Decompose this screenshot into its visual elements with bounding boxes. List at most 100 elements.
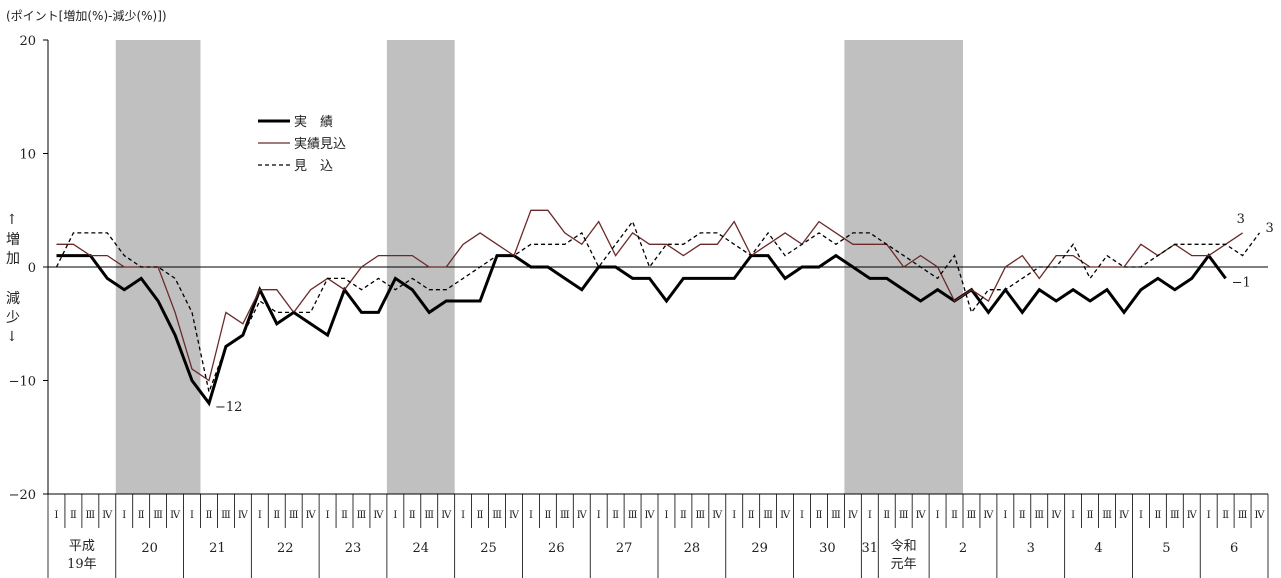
quarter-label: Ⅳ [238, 510, 249, 521]
quarter-label: Ⅱ [883, 510, 890, 521]
quarter-label: Ⅱ [816, 510, 823, 521]
year-label: 20 [141, 541, 158, 556]
quarter-label: Ⅲ [1238, 510, 1248, 521]
quarter-label: Ⅳ [509, 510, 520, 521]
quarter-label: Ⅲ [763, 510, 773, 521]
quarter-label: Ⅳ [441, 510, 452, 521]
quarter-label: Ⅲ [221, 510, 231, 521]
year-label: 31 [862, 541, 879, 556]
year-label: 28 [684, 541, 701, 556]
data-labels: −12 −1 3 3 [215, 212, 1274, 415]
quarter-label: Ⅱ [612, 510, 619, 521]
y-side-arrow-down: ↓ [6, 329, 18, 345]
year-label: 平成 [69, 539, 95, 554]
y-side-label-decrease-1: 減 [6, 290, 20, 307]
year-label: 5 [1162, 541, 1170, 556]
quarter-label: Ⅰ [1207, 510, 1211, 521]
quarter-label: Ⅰ [800, 510, 804, 521]
quarter-label: Ⅲ [628, 510, 638, 521]
y-tick-label--10: −10 [9, 375, 36, 390]
year-label: 30 [819, 541, 836, 556]
year-label: 19年 [67, 557, 97, 572]
quarter-label: Ⅳ [1255, 510, 1266, 521]
quarter-label: Ⅳ [916, 510, 927, 521]
quarter-label: Ⅳ [306, 510, 317, 521]
year-label: 2 [959, 541, 967, 556]
quarter-label: Ⅲ [1170, 510, 1180, 521]
quarter-label: Ⅰ [664, 510, 668, 521]
quarter-label: Ⅳ [1119, 510, 1130, 521]
year-label: 3 [1027, 541, 1035, 556]
data-label-3: 3 [1237, 212, 1245, 227]
quarter-label: Ⅰ [326, 510, 330, 521]
quarter-label: Ⅲ [1102, 510, 1112, 521]
year-label: 元年 [891, 557, 917, 572]
quarter-label: Ⅱ [1222, 510, 1229, 521]
y-tick-label--20: −20 [9, 488, 36, 503]
quarter-label: Ⅰ [732, 510, 736, 521]
quarter-label: Ⅳ [848, 510, 859, 521]
quarter-label: Ⅰ [122, 510, 126, 521]
quarter-label: Ⅱ [477, 510, 484, 521]
quarter-label: Ⅱ [1019, 510, 1026, 521]
year-label: 21 [209, 541, 226, 556]
year-label: 23 [345, 541, 362, 556]
y-axis: 20 10 0 −10 −20 [9, 34, 1268, 503]
quarter-label: Ⅳ [983, 510, 994, 521]
data-label-2: −1 [1232, 275, 1251, 290]
year-label: 4 [1094, 541, 1102, 556]
quarter-label: Ⅲ [492, 510, 502, 521]
year-label: 24 [413, 541, 430, 556]
year-label: 6 [1230, 541, 1238, 556]
year-label: 22 [277, 541, 294, 556]
quarter-label: Ⅲ [899, 510, 909, 521]
y-axis-unit-label: (ポイント[増加(%)-減少(%)]) [6, 8, 167, 23]
series-line-1 [56, 253, 1227, 407]
quarter-label: Ⅰ [190, 510, 194, 521]
y-side-label-decrease-2: 少 [6, 310, 20, 326]
quarter-label: Ⅳ [102, 510, 113, 521]
quarter-label: Ⅱ [206, 510, 213, 521]
quarter-label: Ⅰ [54, 510, 58, 521]
quarter-label: Ⅱ [1154, 510, 1161, 521]
legend-label-3: 見 込 [294, 159, 333, 174]
quarter-label: Ⅱ [409, 510, 416, 521]
quarter-label: Ⅱ [138, 510, 145, 521]
data-label-4: 3 [1266, 221, 1274, 236]
year-label: 26 [548, 541, 565, 556]
quarter-label: Ⅱ [341, 510, 348, 521]
series-lines [55, 209, 1261, 407]
year-label: 令和 [891, 539, 917, 554]
quarter-label: Ⅰ [258, 510, 262, 521]
quarter-label: Ⅱ [951, 510, 958, 521]
quarter-label: Ⅲ [153, 510, 163, 521]
legend-label-2: 実績見込 [294, 136, 346, 152]
quarter-label: Ⅲ [1034, 510, 1044, 521]
quarter-label: Ⅱ [1087, 510, 1094, 521]
y-side-label-increase-1: 増 [6, 232, 20, 248]
quarter-label: Ⅰ [529, 510, 533, 521]
quarter-label: Ⅲ [831, 510, 841, 521]
year-label: 25 [480, 541, 497, 556]
quarter-label: Ⅰ [936, 510, 940, 521]
quarter-label: Ⅲ [86, 510, 96, 521]
legend-label-1: 実 績 [294, 114, 333, 130]
quarter-label: Ⅲ [357, 510, 367, 521]
year-label: 27 [616, 541, 633, 556]
quarter-label: Ⅳ [780, 510, 791, 521]
quarter-label: Ⅳ [1187, 510, 1198, 521]
y-tick-label-10: 10 [19, 148, 36, 163]
quarter-label: Ⅰ [461, 510, 465, 521]
quarter-label: Ⅲ [967, 510, 977, 521]
quarter-label: Ⅱ [748, 510, 755, 521]
y-side-label-increase-2: 加 [6, 251, 20, 267]
quarter-label: Ⅰ [393, 510, 397, 521]
quarter-label: Ⅱ [680, 510, 687, 521]
y-side-arrow-up: ↑ [6, 212, 18, 228]
quarter-label: Ⅱ [70, 510, 77, 521]
y-tick-label-20: 20 [19, 34, 36, 49]
quarter-label: Ⅳ [712, 510, 723, 521]
quarter-label: Ⅲ [289, 510, 299, 521]
